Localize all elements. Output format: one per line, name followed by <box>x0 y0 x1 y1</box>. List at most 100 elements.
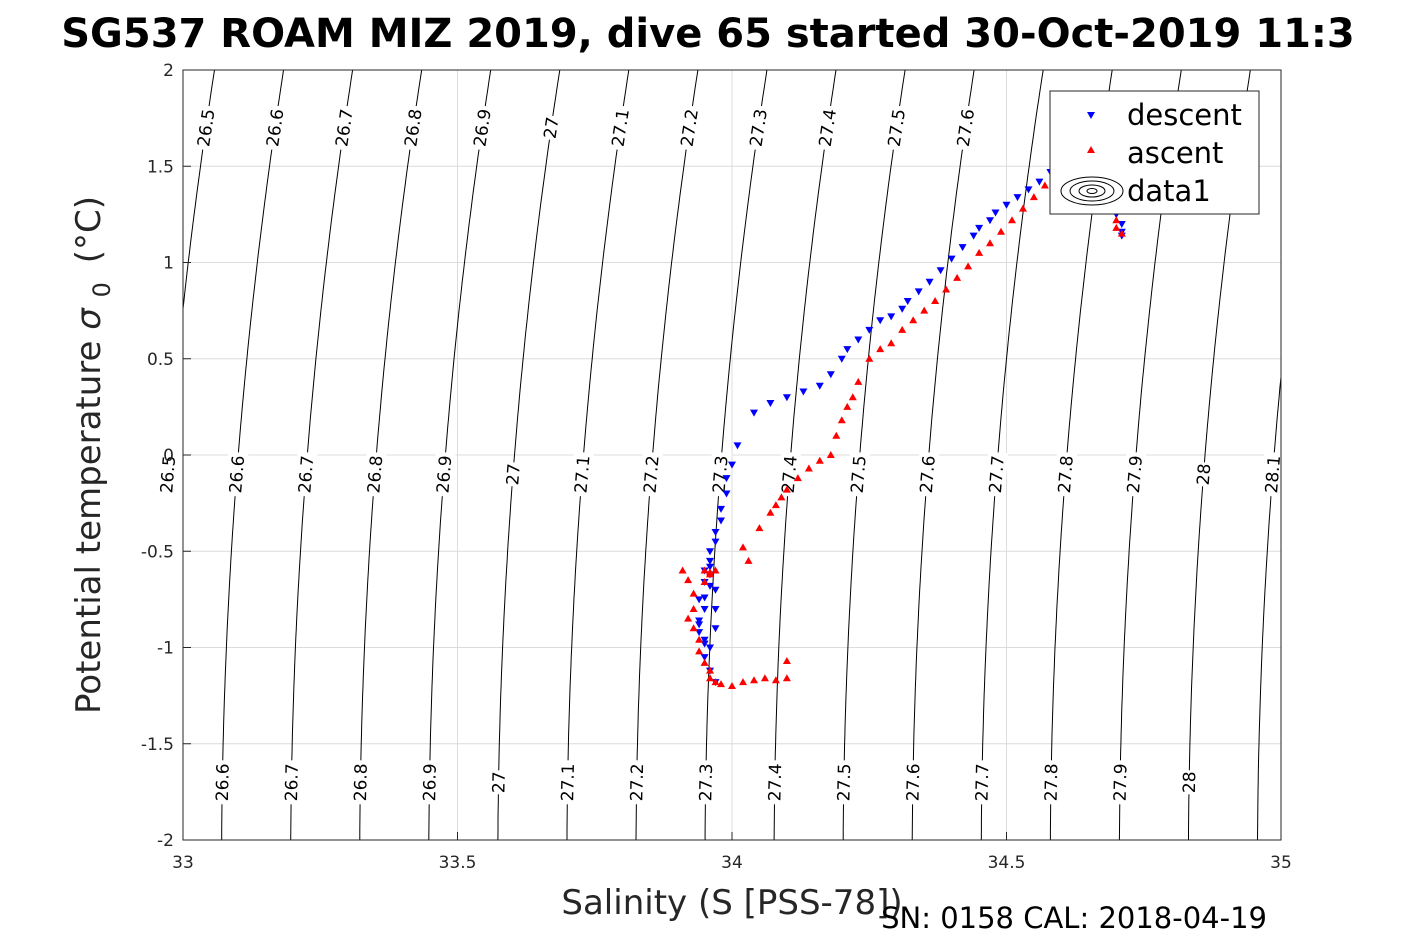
isopycnal-label: 26.8 <box>363 451 387 498</box>
isopycnal-label-text: 26.7 <box>295 455 318 494</box>
descent-point <box>700 606 709 613</box>
y-axis-label: Potential temperature σ 0 (°C) <box>69 196 119 714</box>
ascent-point <box>931 297 940 304</box>
ascent-point <box>865 354 874 362</box>
ascent-point <box>1040 181 1049 189</box>
y-tick-label: -1 <box>157 639 174 659</box>
y-tick-label: -2 <box>157 831 174 851</box>
ascent-point <box>678 566 687 574</box>
y-axis-ticks: -2 -1.5 -1 -0.5 0 0.5 1 1.5 2 <box>141 61 191 851</box>
x-tick-label: 35 <box>1270 853 1292 873</box>
descent-point <box>925 278 934 286</box>
descent-point <box>695 596 704 604</box>
legend-contour-icon <box>1060 176 1124 206</box>
ascent-point <box>1019 204 1027 212</box>
isopycnal-line <box>497 70 561 840</box>
isopycnal-label-text: 27.9 <box>1124 455 1147 494</box>
isopycnal-label-bg <box>708 451 732 498</box>
isopycnal-label-bg <box>570 451 594 498</box>
ascent-point <box>728 682 736 689</box>
ascent-point <box>706 568 714 576</box>
descent-point <box>711 606 720 613</box>
isopycnal-label: 27.8 <box>1040 760 1062 805</box>
y-tick-label: -0.5 <box>141 542 174 562</box>
isopycnal-label: 26.9 <box>432 451 456 498</box>
isopycnal-label-bg <box>984 451 1009 498</box>
ascent-point <box>832 431 841 439</box>
isopycnal-label-bg <box>280 760 302 805</box>
descent-point <box>887 313 896 321</box>
isopycnal-label-text: 27.2 <box>627 763 648 801</box>
ascent-point <box>854 377 863 385</box>
ascent-point <box>898 325 907 333</box>
ascent-point <box>920 306 929 314</box>
isopycnal-label-text: 27.5 <box>848 455 871 494</box>
isopycnal-label-bg <box>1192 461 1215 488</box>
isopycnal-label: 26.5 <box>155 451 180 498</box>
descent-point <box>728 461 736 469</box>
isopycnal-label: 26.9 <box>419 760 441 805</box>
isopycnal-label-text: 27.6 <box>903 763 924 801</box>
descent-point <box>750 409 758 417</box>
ascent-point <box>782 485 791 493</box>
isopycnal-label-bg <box>833 760 855 805</box>
isopycnal-label: 27.9 <box>1109 760 1132 805</box>
descent-point <box>711 586 720 594</box>
x-axis-ticks: 33 33.5 34 34.5 35 <box>172 832 1292 873</box>
x-tick-label: 34.5 <box>988 853 1026 873</box>
isopycnal-label-text: 27.3 <box>696 763 717 801</box>
isopycnal-label-bg <box>539 114 563 142</box>
ascent-point <box>771 501 780 509</box>
isopycnal-label: 27 <box>488 770 510 795</box>
legend-descent-marker <box>1087 112 1095 119</box>
legend-box <box>1049 90 1260 215</box>
isopycnal-label-text: 26.6 <box>226 455 249 494</box>
isopycnal-label-text: 27.6 <box>917 455 940 494</box>
ascent-point <box>909 316 918 324</box>
isopycnal-label-bg <box>952 104 979 152</box>
isopycnal-label: 27 <box>539 114 564 142</box>
isopycnal-label: 27.7 <box>984 451 1009 498</box>
descent-point <box>969 232 978 240</box>
ascent-point <box>711 678 720 686</box>
legend-ascent-label: ascent <box>1127 136 1223 170</box>
descent-point <box>711 529 720 536</box>
isopycnal-label-text: 27.2 <box>641 455 664 494</box>
isopycnal-label-text: 27.4 <box>779 455 802 494</box>
x-tick-label: 33 <box>172 853 194 873</box>
y-axis-label-text: Potential temperature <box>69 341 109 714</box>
ascent-point <box>793 474 802 482</box>
isopycnal-label-bg <box>224 451 249 498</box>
isopycnal-label-text: 26.6 <box>213 763 234 801</box>
y-tick-label: 0 <box>163 446 174 466</box>
isopycnal-label-bg <box>915 451 940 498</box>
descent-point <box>706 563 714 571</box>
isopycnal-label-text: 27.4 <box>765 763 786 801</box>
descent-point <box>1013 194 1022 202</box>
x-axis-label: Salinity (S [PSS-78]) <box>561 883 902 923</box>
isopycnal-label-bg <box>399 104 427 152</box>
isopycnal-label-text: 26.9 <box>433 455 456 494</box>
svg-text:Potential temperature σ: Potential temperature σ 0 (°C) <box>69 196 119 714</box>
descent-point <box>766 400 775 407</box>
ascent-point <box>695 647 704 655</box>
legend-data1-label: data1 <box>1127 174 1211 208</box>
descent-point <box>700 636 709 644</box>
ascent-point <box>711 566 720 574</box>
isopycnal-label-bg <box>971 760 993 805</box>
descent-point <box>700 594 709 602</box>
ascent-point <box>837 416 846 424</box>
legend-descent-label: descent <box>1127 98 1242 132</box>
isopycnal-label-bg <box>1178 770 1200 795</box>
descent-point <box>826 371 835 379</box>
isopycnal-label: 27.3 <box>708 451 733 498</box>
x-tick-label: 34 <box>721 853 743 873</box>
isopycnal-label-bg <box>1040 760 1062 805</box>
isopycnal-label: 27.4 <box>764 760 786 805</box>
isopycnal-labels: 26.5 26.6 26.7 26.8 26.9 27 27.1 27.2 27.3 27.4 27… <box>155 104 1285 805</box>
isopycnal-label-text: 26.9 <box>420 763 441 801</box>
isopycnal-label-bg <box>363 451 387 498</box>
descent-point <box>876 317 885 325</box>
isopycnal-label-bg <box>261 104 289 152</box>
